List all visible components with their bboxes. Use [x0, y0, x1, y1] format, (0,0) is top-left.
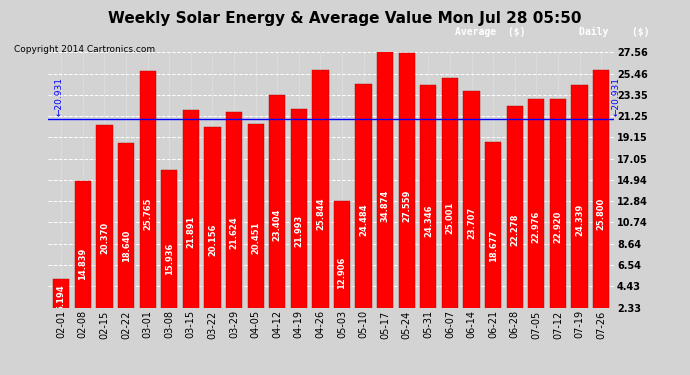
Bar: [290, 109, 307, 331]
Text: 25.765: 25.765: [143, 198, 152, 230]
Bar: [506, 106, 523, 331]
Text: 12.906: 12.906: [337, 256, 346, 288]
Text: 23.404: 23.404: [273, 209, 282, 241]
Text: 23.707: 23.707: [467, 207, 476, 239]
Text: 25.001: 25.001: [446, 201, 455, 234]
Bar: [204, 128, 221, 331]
Text: Weekly Solar Energy & Average Value Mon Jul 28 05:50: Weekly Solar Energy & Average Value Mon …: [108, 11, 582, 26]
Text: 34.874: 34.874: [381, 190, 390, 222]
Bar: [269, 94, 285, 331]
Bar: [226, 112, 242, 331]
Text: 14.839: 14.839: [79, 248, 88, 280]
Bar: [485, 142, 501, 331]
Text: 5.194: 5.194: [57, 284, 66, 311]
Bar: [442, 78, 458, 331]
Text: 20.370: 20.370: [100, 222, 109, 255]
Bar: [118, 142, 134, 331]
Bar: [571, 85, 588, 331]
Text: ←20.931: ←20.931: [55, 78, 63, 117]
Text: Average  ($): Average ($): [455, 27, 525, 37]
Text: ←20.931: ←20.931: [612, 78, 621, 117]
Bar: [334, 201, 350, 331]
Text: 24.346: 24.346: [424, 204, 433, 237]
Bar: [75, 181, 91, 331]
Bar: [53, 279, 70, 331]
Bar: [313, 70, 328, 331]
Text: 15.936: 15.936: [165, 242, 174, 275]
Bar: [161, 170, 177, 331]
Text: 22.278: 22.278: [511, 213, 520, 246]
Bar: [377, 0, 393, 331]
Text: 22.920: 22.920: [553, 211, 562, 243]
Text: Daily    ($): Daily ($): [579, 27, 649, 37]
Bar: [248, 124, 264, 331]
Bar: [355, 84, 372, 331]
Bar: [593, 70, 609, 331]
Text: 21.891: 21.891: [186, 215, 195, 248]
Text: 18.640: 18.640: [121, 230, 130, 262]
Text: 20.451: 20.451: [251, 222, 260, 254]
Bar: [550, 99, 566, 331]
Text: 25.800: 25.800: [597, 198, 606, 230]
Text: 18.677: 18.677: [489, 230, 497, 262]
Text: 22.976: 22.976: [532, 210, 541, 243]
Text: 24.484: 24.484: [359, 204, 368, 236]
Bar: [97, 125, 112, 331]
Text: 24.339: 24.339: [575, 204, 584, 237]
Bar: [399, 53, 415, 331]
Text: 21.624: 21.624: [230, 216, 239, 249]
Bar: [464, 92, 480, 331]
Bar: [529, 99, 544, 331]
Text: 20.156: 20.156: [208, 223, 217, 256]
Text: 27.559: 27.559: [402, 189, 411, 222]
Bar: [183, 110, 199, 331]
Bar: [139, 70, 156, 331]
Text: 25.844: 25.844: [316, 197, 325, 230]
Text: Copyright 2014 Cartronics.com: Copyright 2014 Cartronics.com: [14, 45, 155, 54]
Bar: [420, 85, 437, 331]
Text: 21.993: 21.993: [295, 215, 304, 247]
